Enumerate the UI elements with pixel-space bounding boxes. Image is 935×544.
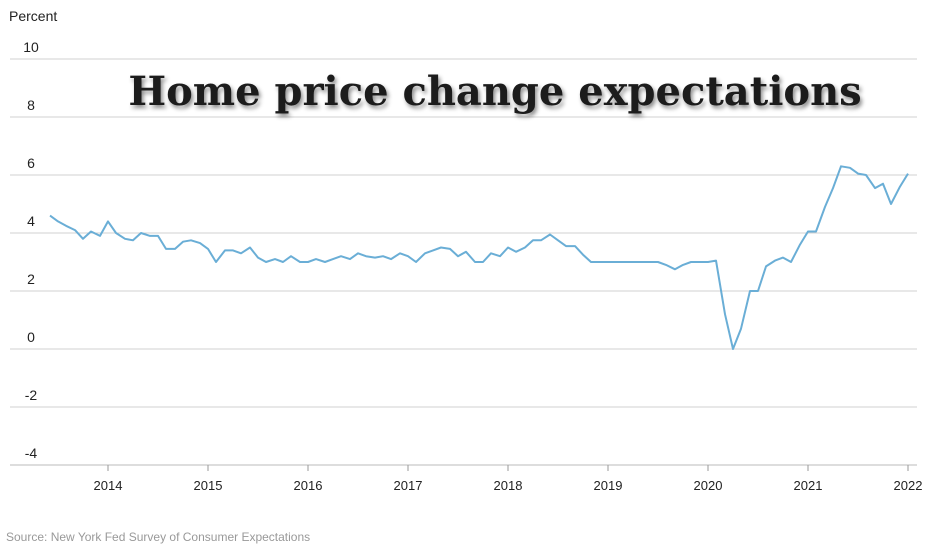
chart-title: Home price change expectations	[128, 68, 861, 115]
x-tick-label: 2017	[394, 478, 423, 493]
x-tick-label: 2021	[794, 478, 823, 493]
y-tick-label: 8	[27, 97, 35, 113]
series-line	[49, 165, 909, 350]
x-tick-label: 2015	[194, 478, 223, 493]
x-tick-label: 2014	[94, 478, 123, 493]
y-tick-label: 2	[27, 271, 35, 287]
x-tick-label: 2018	[494, 478, 523, 493]
x-tick-label: 2019	[594, 478, 623, 493]
source-note: Source: New York Fed Survey of Consumer …	[6, 530, 311, 544]
y-axis-ticks: 10 8 6 4 2 0 -2 -4	[23, 39, 39, 461]
x-tick-label: 2022	[894, 478, 923, 493]
y-axis-unit-label: Percent	[9, 8, 58, 24]
y-tick-label: 4	[27, 213, 35, 229]
y-tick-label: 0	[27, 329, 35, 345]
x-tick-label: 2020	[694, 478, 723, 493]
x-axis-ticks: 2014 2015 2016 2017 2018 2019 2020 2021 2022	[94, 465, 923, 493]
x-tick-label: 2016	[294, 478, 323, 493]
grid-lines	[10, 58, 917, 466]
y-tick-label: 6	[27, 155, 35, 171]
series-group	[49, 165, 909, 350]
y-tick-label: -2	[25, 387, 38, 403]
y-tick-label: -4	[25, 445, 38, 461]
y-tick-label: 10	[23, 39, 39, 55]
